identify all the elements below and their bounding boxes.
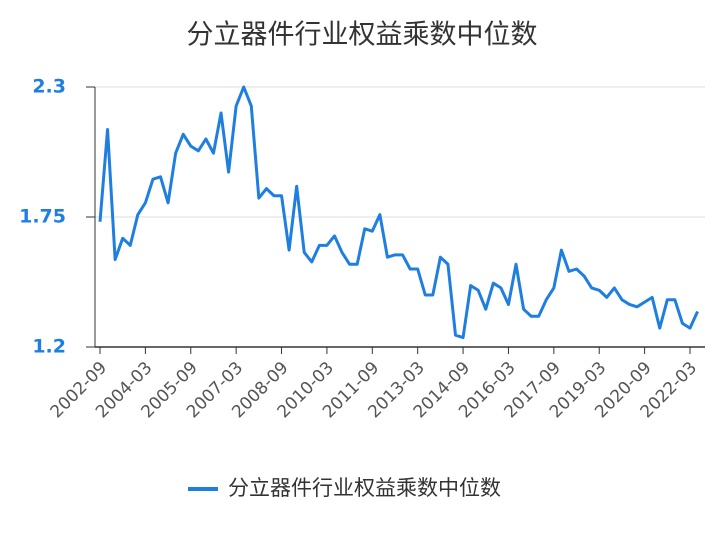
y-tick-label: 2.3: [32, 76, 66, 98]
legend-label: 分立器件行业权益乘数中位数: [228, 476, 501, 500]
y-tick-label: 1.2: [32, 336, 66, 358]
y-tick-label: 1.75: [19, 206, 66, 228]
chart-title: 分立器件行业权益乘数中位数: [187, 20, 538, 51]
series-line: [98, 85, 699, 340]
